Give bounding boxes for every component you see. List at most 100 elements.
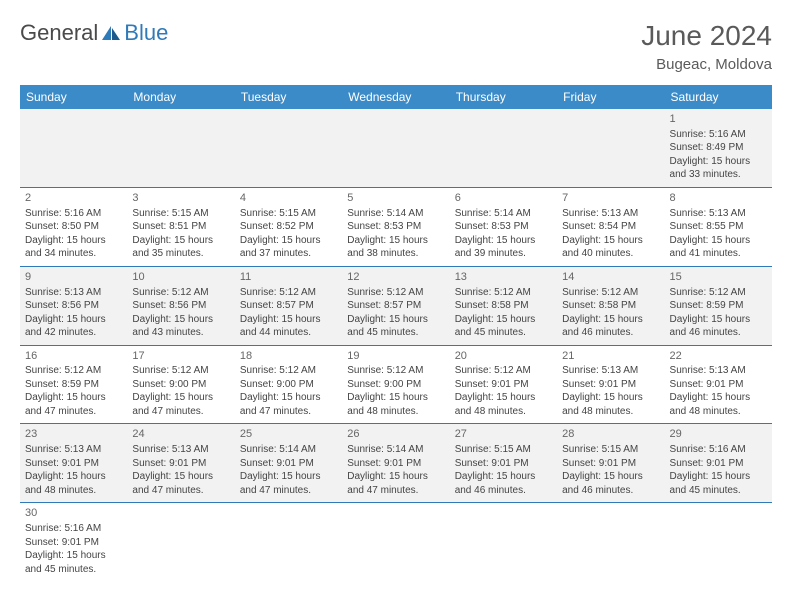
- daylight-line: Daylight: 15 hours and 47 minutes.: [240, 470, 337, 497]
- sunrise-line: Sunrise: 5:15 AM: [455, 443, 552, 457]
- day-cell: 15Sunrise: 5:12 AMSunset: 8:59 PMDayligh…: [665, 266, 772, 345]
- empty-cell: [665, 503, 772, 581]
- logo: General Blue: [20, 20, 168, 46]
- sunset-line: Sunset: 8:58 PM: [562, 299, 659, 313]
- daylight-line: Daylight: 15 hours and 46 minutes.: [455, 470, 552, 497]
- day-number: 19: [347, 349, 444, 364]
- sunrise-line: Sunrise: 5:15 AM: [562, 443, 659, 457]
- weekday-header: Friday: [557, 85, 664, 109]
- daylight-line: Daylight: 15 hours and 46 minutes.: [670, 313, 767, 340]
- daylight-line: Daylight: 15 hours and 48 minutes.: [347, 391, 444, 418]
- sunrise-line: Sunrise: 5:13 AM: [670, 364, 767, 378]
- daylight-line: Daylight: 15 hours and 42 minutes.: [25, 313, 122, 340]
- daylight-line: Daylight: 15 hours and 48 minutes.: [670, 391, 767, 418]
- daylight-line: Daylight: 15 hours and 48 minutes.: [562, 391, 659, 418]
- daylight-line: Daylight: 15 hours and 48 minutes.: [455, 391, 552, 418]
- daylight-line: Daylight: 15 hours and 48 minutes.: [25, 470, 122, 497]
- day-cell: 18Sunrise: 5:12 AMSunset: 9:00 PMDayligh…: [235, 345, 342, 424]
- day-cell: 21Sunrise: 5:13 AMSunset: 9:01 PMDayligh…: [557, 345, 664, 424]
- daylight-line: Daylight: 15 hours and 44 minutes.: [240, 313, 337, 340]
- weekday-header: Monday: [127, 85, 234, 109]
- day-cell: 16Sunrise: 5:12 AMSunset: 8:59 PMDayligh…: [20, 345, 127, 424]
- empty-cell: [450, 503, 557, 581]
- sunset-line: Sunset: 8:57 PM: [240, 299, 337, 313]
- sunset-line: Sunset: 9:01 PM: [562, 457, 659, 471]
- sunset-line: Sunset: 9:01 PM: [240, 457, 337, 471]
- sunset-line: Sunset: 9:01 PM: [562, 378, 659, 392]
- sunset-line: Sunset: 8:49 PM: [670, 141, 767, 155]
- day-number: 6: [455, 191, 552, 206]
- sunset-line: Sunset: 9:01 PM: [455, 457, 552, 471]
- sunrise-line: Sunrise: 5:13 AM: [562, 207, 659, 221]
- day-cell: 1Sunrise: 5:16 AMSunset: 8:49 PMDaylight…: [665, 109, 772, 187]
- daylight-line: Daylight: 15 hours and 37 minutes.: [240, 234, 337, 261]
- day-cell: 19Sunrise: 5:12 AMSunset: 9:00 PMDayligh…: [342, 345, 449, 424]
- sunset-line: Sunset: 9:01 PM: [670, 378, 767, 392]
- day-cell: 20Sunrise: 5:12 AMSunset: 9:01 PMDayligh…: [450, 345, 557, 424]
- sunset-line: Sunset: 8:50 PM: [25, 220, 122, 234]
- sunset-line: Sunset: 8:56 PM: [25, 299, 122, 313]
- daylight-line: Daylight: 15 hours and 45 minutes.: [347, 313, 444, 340]
- empty-cell: [127, 109, 234, 187]
- day-cell: 30Sunrise: 5:16 AMSunset: 9:01 PMDayligh…: [20, 503, 127, 581]
- day-number: 14: [562, 270, 659, 285]
- day-cell: 10Sunrise: 5:12 AMSunset: 8:56 PMDayligh…: [127, 266, 234, 345]
- daylight-line: Daylight: 15 hours and 33 minutes.: [670, 155, 767, 182]
- day-cell: 2Sunrise: 5:16 AMSunset: 8:50 PMDaylight…: [20, 187, 127, 266]
- sunrise-line: Sunrise: 5:12 AM: [347, 364, 444, 378]
- sunrise-line: Sunrise: 5:12 AM: [455, 286, 552, 300]
- week-row: 16Sunrise: 5:12 AMSunset: 8:59 PMDayligh…: [20, 345, 772, 424]
- daylight-line: Daylight: 15 hours and 45 minutes.: [670, 470, 767, 497]
- day-cell: 5Sunrise: 5:14 AMSunset: 8:53 PMDaylight…: [342, 187, 449, 266]
- sunrise-line: Sunrise: 5:12 AM: [240, 364, 337, 378]
- logo-part2: Blue: [124, 20, 168, 45]
- month-title: June 2024: [641, 20, 772, 52]
- sunset-line: Sunset: 8:53 PM: [347, 220, 444, 234]
- day-cell: 11Sunrise: 5:12 AMSunset: 8:57 PMDayligh…: [235, 266, 342, 345]
- day-number: 28: [562, 427, 659, 442]
- sunrise-line: Sunrise: 5:12 AM: [132, 286, 229, 300]
- day-number: 20: [455, 349, 552, 364]
- sunrise-line: Sunrise: 5:16 AM: [670, 443, 767, 457]
- day-number: 7: [562, 191, 659, 206]
- sunset-line: Sunset: 8:59 PM: [25, 378, 122, 392]
- sunset-line: Sunset: 8:57 PM: [347, 299, 444, 313]
- sunset-line: Sunset: 9:01 PM: [132, 457, 229, 471]
- daylight-line: Daylight: 15 hours and 47 minutes.: [132, 470, 229, 497]
- sunset-line: Sunset: 9:01 PM: [25, 536, 122, 550]
- empty-cell: [235, 503, 342, 581]
- sunrise-line: Sunrise: 5:12 AM: [670, 286, 767, 300]
- sunset-line: Sunset: 8:51 PM: [132, 220, 229, 234]
- day-cell: 7Sunrise: 5:13 AMSunset: 8:54 PMDaylight…: [557, 187, 664, 266]
- daylight-line: Daylight: 15 hours and 45 minutes.: [25, 549, 122, 576]
- day-number: 2: [25, 191, 122, 206]
- daylight-line: Daylight: 15 hours and 47 minutes.: [132, 391, 229, 418]
- weekday-header: Saturday: [665, 85, 772, 109]
- sunrise-line: Sunrise: 5:14 AM: [347, 207, 444, 221]
- sunrise-line: Sunrise: 5:13 AM: [670, 207, 767, 221]
- day-cell: 27Sunrise: 5:15 AMSunset: 9:01 PMDayligh…: [450, 424, 557, 503]
- daylight-line: Daylight: 15 hours and 46 minutes.: [562, 313, 659, 340]
- week-row: 2Sunrise: 5:16 AMSunset: 8:50 PMDaylight…: [20, 187, 772, 266]
- sunrise-line: Sunrise: 5:14 AM: [240, 443, 337, 457]
- logo-part2-wrap: Blue: [124, 20, 168, 46]
- week-row: 23Sunrise: 5:13 AMSunset: 9:01 PMDayligh…: [20, 424, 772, 503]
- location: Bugeac, Moldova: [641, 56, 772, 73]
- day-number: 9: [25, 270, 122, 285]
- daylight-line: Daylight: 15 hours and 38 minutes.: [347, 234, 444, 261]
- day-cell: 23Sunrise: 5:13 AMSunset: 9:01 PMDayligh…: [20, 424, 127, 503]
- weekday-header-row: Sunday Monday Tuesday Wednesday Thursday…: [20, 85, 772, 109]
- weekday-header: Sunday: [20, 85, 127, 109]
- sail-icon: [100, 24, 122, 42]
- sunrise-line: Sunrise: 5:15 AM: [132, 207, 229, 221]
- sunrise-line: Sunrise: 5:16 AM: [25, 522, 122, 536]
- week-row: 30Sunrise: 5:16 AMSunset: 9:01 PMDayligh…: [20, 503, 772, 581]
- day-number: 29: [670, 427, 767, 442]
- daylight-line: Daylight: 15 hours and 35 minutes.: [132, 234, 229, 261]
- day-cell: 6Sunrise: 5:14 AMSunset: 8:53 PMDaylight…: [450, 187, 557, 266]
- day-number: 24: [132, 427, 229, 442]
- sunset-line: Sunset: 9:01 PM: [25, 457, 122, 471]
- day-cell: 14Sunrise: 5:12 AMSunset: 8:58 PMDayligh…: [557, 266, 664, 345]
- day-cell: 3Sunrise: 5:15 AMSunset: 8:51 PMDaylight…: [127, 187, 234, 266]
- empty-cell: [342, 503, 449, 581]
